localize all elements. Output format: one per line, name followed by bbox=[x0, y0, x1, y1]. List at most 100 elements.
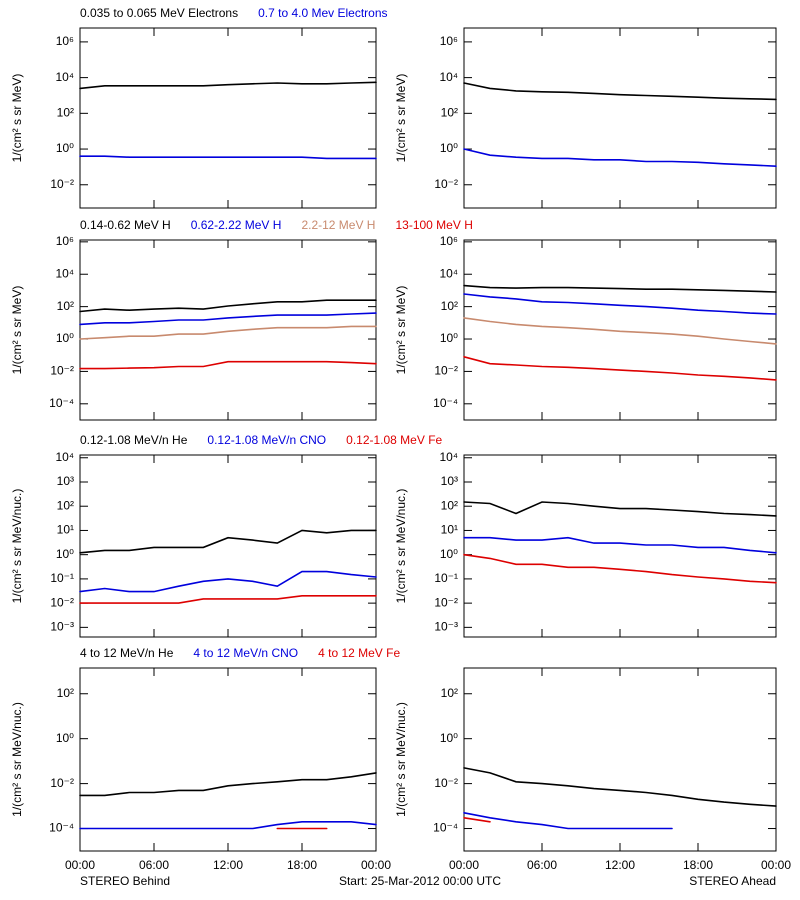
x-tick-label: 00:00 bbox=[449, 858, 479, 872]
y-tick-label: 10⁻² bbox=[50, 364, 74, 378]
series-line bbox=[79, 821, 377, 830]
y-axis-label: 1/(cm² s sr MeV/nuc.) bbox=[394, 702, 408, 817]
plot-frame bbox=[79, 667, 377, 852]
series-line bbox=[79, 81, 377, 90]
y-tick-label: 10⁴ bbox=[55, 70, 74, 84]
y-tick-label: 10² bbox=[441, 106, 458, 120]
x-tick-label: 06:00 bbox=[527, 858, 557, 872]
y-tick-label: 10² bbox=[441, 498, 458, 512]
legend-entry: 0.12-1.08 MeV/n CNO bbox=[207, 433, 326, 447]
series-line bbox=[463, 317, 777, 345]
x-tick-label: 12:00 bbox=[213, 858, 243, 872]
y-tick-label: 10⁰ bbox=[440, 141, 458, 155]
y-tick-label: 10⁶ bbox=[440, 34, 458, 48]
y-axis-label: 1/(cm² s sr MeV/nuc.) bbox=[394, 489, 408, 604]
legend-entry: 2.2-12 MeV H bbox=[301, 218, 375, 232]
series-line bbox=[463, 536, 777, 554]
y-tick-label: 10⁻⁴ bbox=[433, 396, 458, 410]
legend-entry: 4 to 12 MeV/n CNO bbox=[193, 646, 298, 660]
series-line bbox=[79, 529, 377, 554]
y-tick-label: 10⁻¹ bbox=[434, 571, 458, 585]
plot-frame bbox=[79, 27, 377, 209]
legend-entry: 0.12-1.08 MeV Fe bbox=[346, 433, 442, 447]
y-tick-label: 10⁻³ bbox=[434, 620, 458, 634]
y-tick-label: 10² bbox=[57, 299, 74, 313]
series-line bbox=[79, 595, 377, 604]
y-tick-label: 10⁴ bbox=[439, 266, 458, 280]
series-line bbox=[79, 570, 377, 593]
series-line bbox=[463, 767, 777, 807]
series-line bbox=[463, 817, 491, 823]
y-tick-label: 10⁻³ bbox=[50, 620, 74, 634]
x-tick-label: 00:00 bbox=[65, 858, 95, 872]
series-line bbox=[79, 299, 377, 313]
plot-frame bbox=[463, 27, 777, 209]
y-tick-label: 10⁰ bbox=[56, 731, 74, 745]
y-tick-label: 10³ bbox=[441, 474, 458, 488]
y-tick-label: 10⁻² bbox=[50, 776, 74, 790]
x-tick-label: 18:00 bbox=[683, 858, 713, 872]
series-line bbox=[79, 155, 377, 160]
y-axis-label: 1/(cm² s sr MeV/nuc.) bbox=[10, 702, 24, 817]
series-line bbox=[463, 812, 673, 830]
y-tick-label: 10⁻² bbox=[434, 364, 458, 378]
legend-entry: 0.7 to 4.0 Mev Electrons bbox=[258, 6, 387, 20]
y-tick-label: 10² bbox=[441, 686, 458, 700]
y-tick-label: 10⁰ bbox=[56, 331, 74, 345]
y-tick-label: 10² bbox=[57, 686, 74, 700]
legend-entry: 0.035 to 0.065 MeV Electrons bbox=[80, 6, 238, 20]
legend-entry: 13-100 MeV H bbox=[395, 218, 472, 232]
series-line bbox=[463, 82, 777, 101]
y-tick-label: 10⁰ bbox=[56, 141, 74, 155]
plot-frame bbox=[79, 239, 377, 421]
left-label: STEREO Behind bbox=[80, 874, 170, 888]
y-tick-label: 10⁴ bbox=[55, 450, 74, 464]
y-tick-label: 10⁰ bbox=[440, 331, 458, 345]
y-tick-label: 10⁶ bbox=[56, 234, 74, 248]
plot-frame bbox=[463, 667, 777, 852]
y-tick-label: 10⁰ bbox=[440, 547, 458, 561]
legend-entry: 0.14-0.62 MeV H bbox=[80, 218, 171, 232]
y-tick-label: 10⁶ bbox=[440, 234, 458, 248]
y-tick-label: 10⁻¹ bbox=[50, 571, 74, 585]
plot-frame bbox=[463, 454, 777, 638]
y-tick-label: 10⁶ bbox=[56, 34, 74, 48]
y-axis-label: 1/(cm² s sr MeV/nuc.) bbox=[10, 489, 24, 604]
y-tick-label: 10⁻² bbox=[50, 177, 74, 191]
right-label: STEREO Ahead bbox=[689, 874, 776, 888]
legend-entry: 0.12-1.08 MeV/n He bbox=[80, 433, 188, 447]
y-tick-label: 10¹ bbox=[57, 523, 74, 537]
y-tick-label: 10³ bbox=[57, 474, 74, 488]
series-line bbox=[79, 325, 377, 340]
series-line bbox=[79, 772, 377, 797]
series-line bbox=[463, 501, 777, 517]
series-line bbox=[463, 284, 777, 293]
x-tick-label: 00:00 bbox=[761, 858, 791, 872]
y-axis-label: 1/(cm² s sr MeV) bbox=[10, 286, 24, 375]
y-tick-label: 10⁻² bbox=[50, 595, 74, 609]
y-tick-label: 10⁻⁴ bbox=[49, 396, 74, 410]
y-tick-label: 10⁴ bbox=[55, 266, 74, 280]
plot-frame bbox=[463, 239, 777, 421]
y-tick-label: 10⁻² bbox=[434, 177, 458, 191]
y-tick-label: 10⁻⁴ bbox=[49, 821, 74, 835]
series-line bbox=[463, 356, 777, 381]
center-label: Start: 25-Mar-2012 00:00 UTC bbox=[339, 874, 501, 888]
y-tick-label: 10² bbox=[57, 498, 74, 512]
y-axis-label: 1/(cm² s sr MeV) bbox=[394, 74, 408, 163]
y-tick-label: 10⁻⁴ bbox=[433, 821, 458, 835]
y-tick-label: 10⁻² bbox=[434, 595, 458, 609]
y-tick-label: 10⁻² bbox=[434, 776, 458, 790]
y-tick-label: 10⁴ bbox=[439, 450, 458, 464]
legend-entry: 0.62-2.22 MeV H bbox=[191, 218, 282, 232]
y-tick-label: 10¹ bbox=[441, 523, 458, 537]
x-tick-label: 12:00 bbox=[605, 858, 635, 872]
x-tick-label: 00:00 bbox=[361, 858, 391, 872]
y-tick-label: 10² bbox=[57, 106, 74, 120]
legend-entry: 4 to 12 MeV Fe bbox=[318, 646, 400, 660]
y-tick-label: 10² bbox=[441, 299, 458, 313]
series-line bbox=[463, 293, 777, 315]
y-axis-label: 1/(cm² s sr MeV) bbox=[10, 74, 24, 163]
series-line bbox=[463, 148, 777, 167]
